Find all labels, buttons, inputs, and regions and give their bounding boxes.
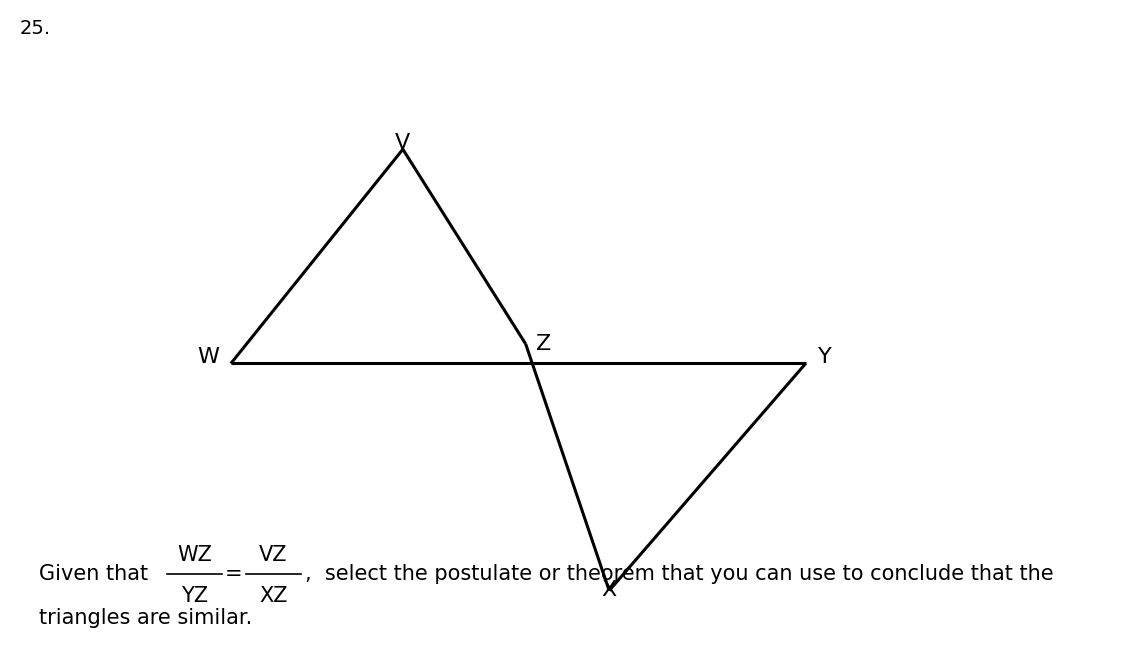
Text: =: = [226, 565, 243, 584]
Text: X: X [601, 580, 617, 600]
Text: YZ: YZ [180, 586, 208, 606]
Text: XZ: XZ [259, 586, 288, 606]
Text: W: W [197, 347, 219, 367]
Text: 25.: 25. [19, 19, 51, 38]
Text: VZ: VZ [259, 545, 288, 565]
Text: Z: Z [536, 334, 550, 354]
Text: V: V [395, 133, 411, 153]
Text: Given that: Given that [39, 565, 149, 584]
Text: ,  select the postulate or theorem that you can use to conclude that the: , select the postulate or theorem that y… [305, 565, 1054, 584]
Text: WZ: WZ [177, 545, 212, 565]
Text: triangles are similar.: triangles are similar. [39, 608, 253, 628]
Text: Y: Y [818, 347, 831, 367]
